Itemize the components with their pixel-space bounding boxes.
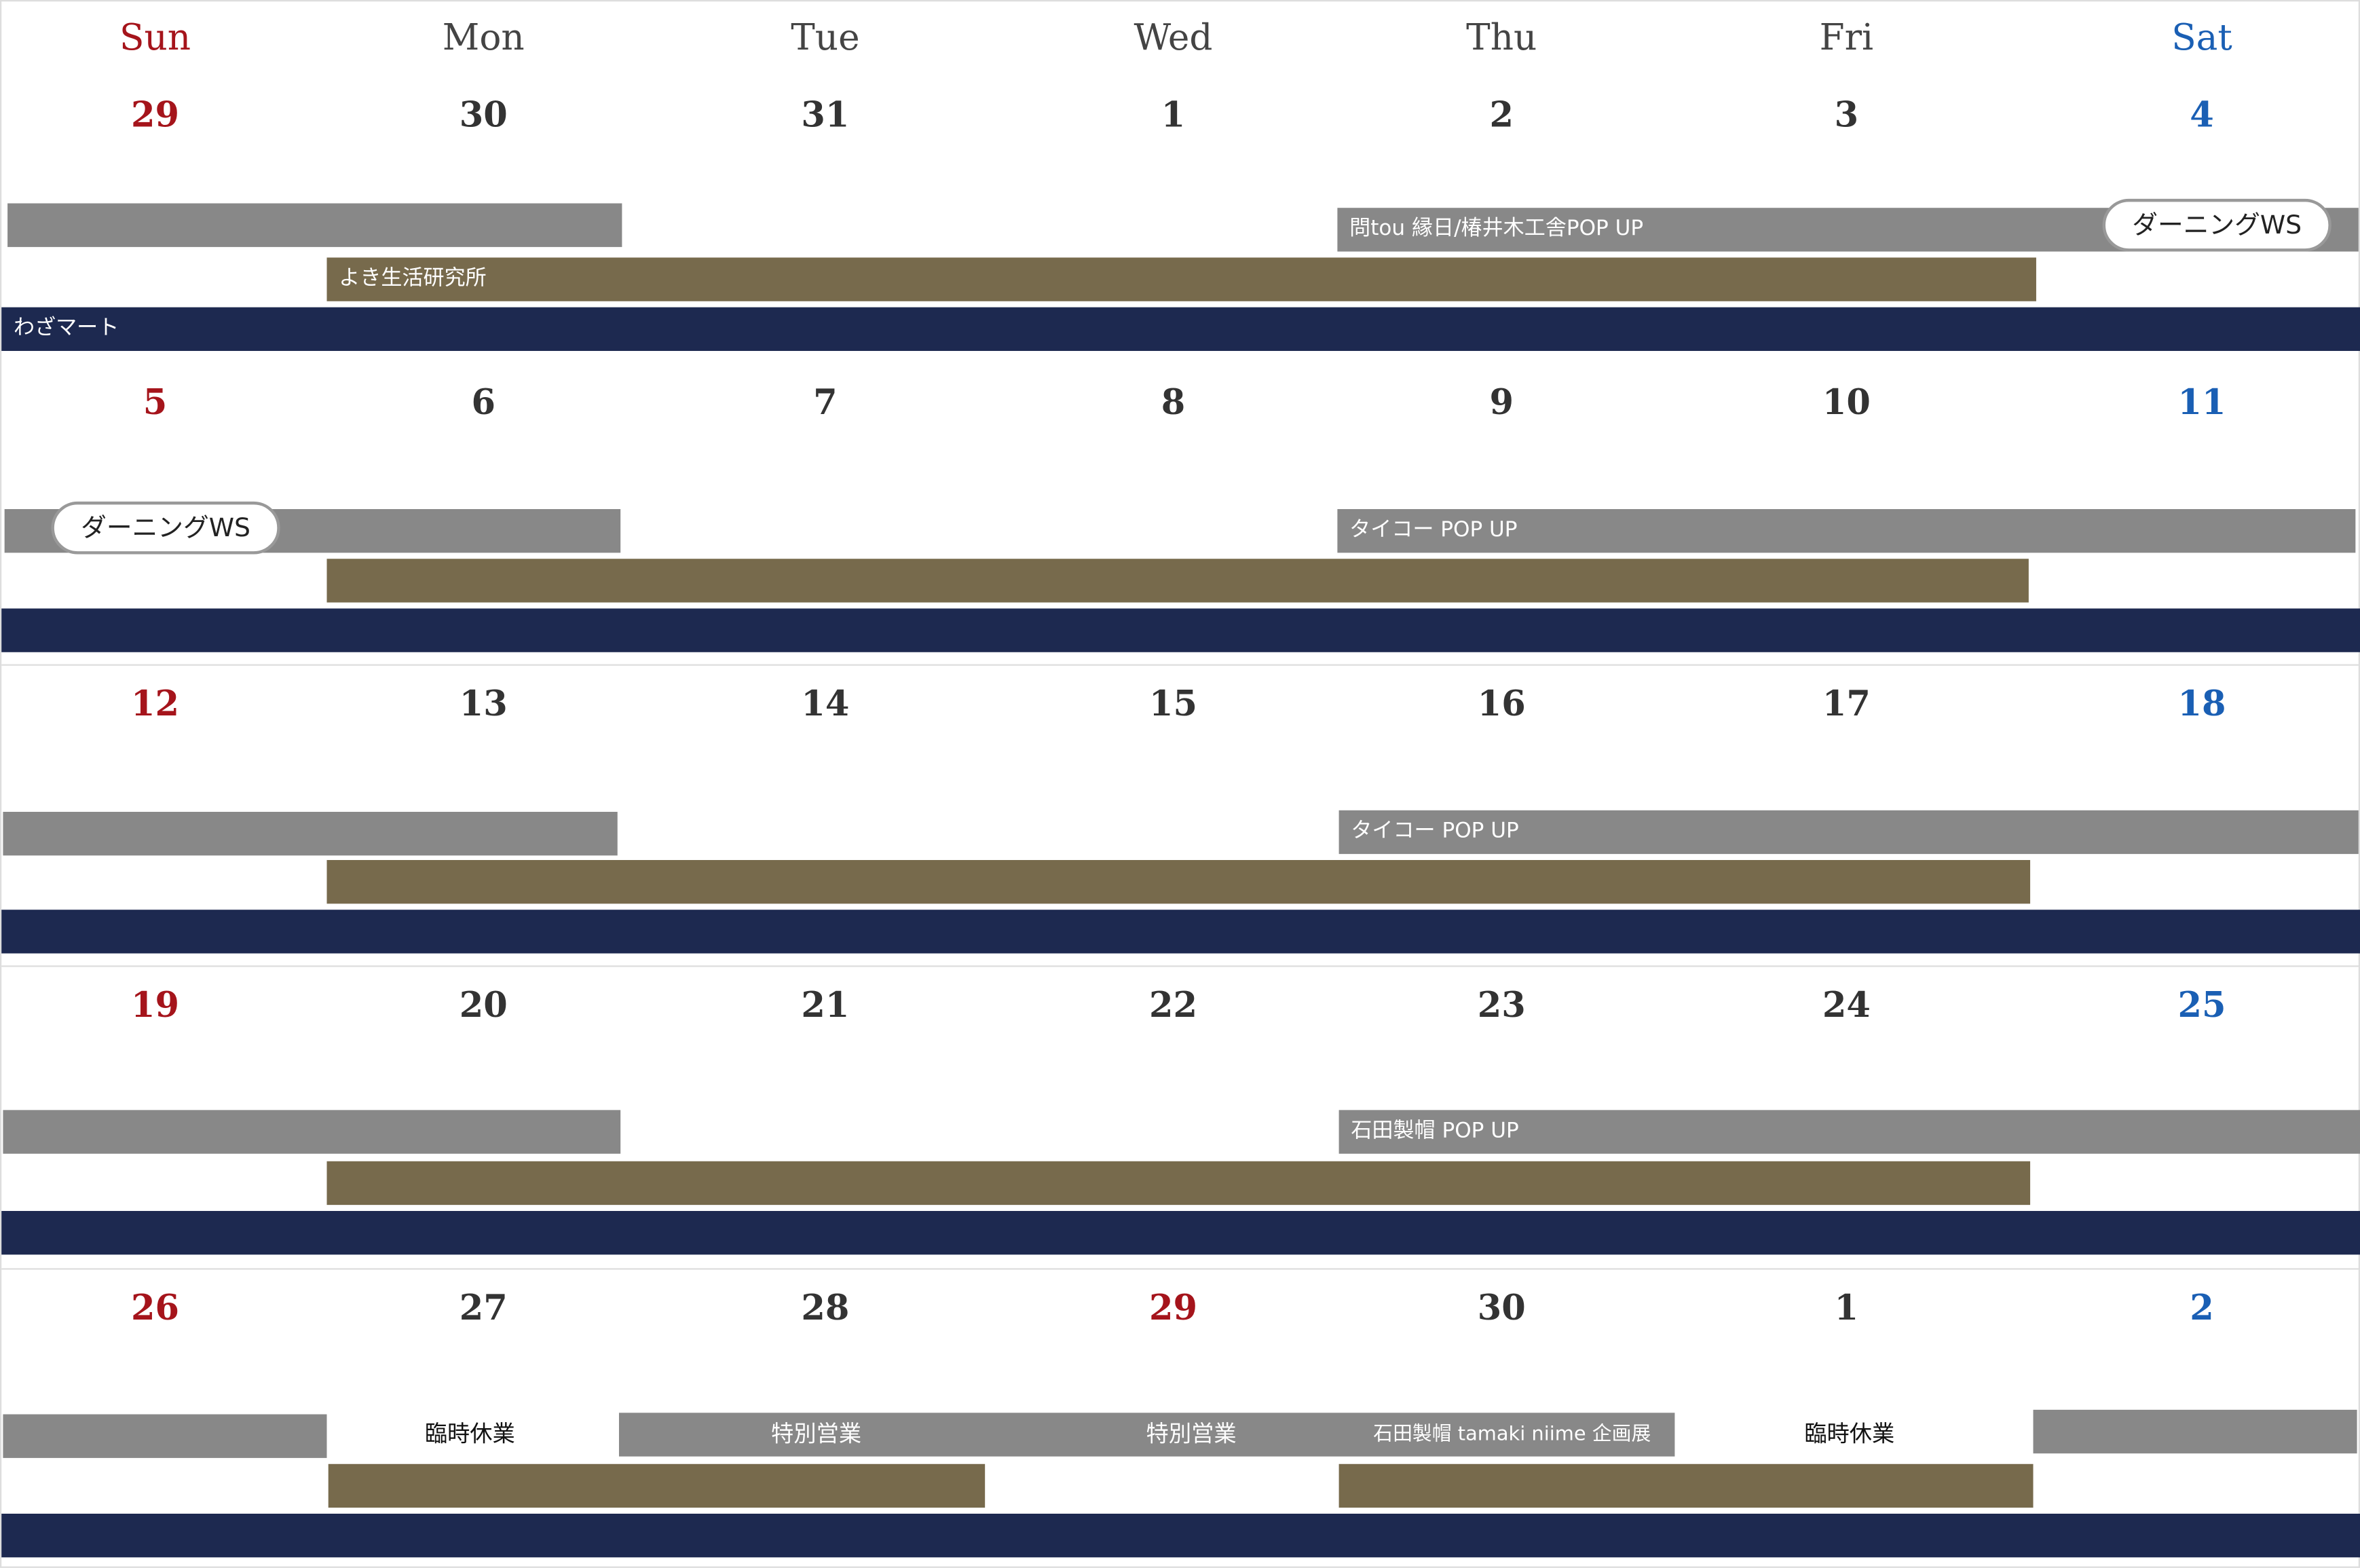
exhibition-label: 石田製帽 tamaki niime 企画展	[1373, 1423, 1651, 1446]
event-bar[interactable]	[7, 203, 622, 247]
special-open-label: 特別営業	[1146, 1420, 1237, 1448]
week-divider	[1, 664, 2360, 666]
date-cell[interactable]: 19	[131, 985, 180, 1026]
date-cell[interactable]: 4	[2190, 94, 2214, 136]
darning-ws-pill[interactable]: ダーニングWS	[51, 501, 280, 555]
event-bar[interactable]	[3, 1414, 327, 1458]
date-cell[interactable]: 29	[131, 94, 180, 136]
weekday-fri: Fri	[1819, 16, 1874, 59]
event-label: タイコー POP UP	[1349, 518, 1518, 542]
date-cell[interactable]: 11	[2177, 382, 2226, 424]
week-divider	[1, 965, 2360, 967]
event-bar-navy[interactable]	[1, 608, 2360, 652]
event-label: わざマート	[13, 316, 119, 341]
event-bar-olive[interactable]	[1338, 1463, 2034, 1508]
event-bar-navy[interactable]	[1, 1513, 2360, 1558]
weekday-thu: Thu	[1466, 16, 1537, 59]
date-cell[interactable]: 31	[801, 94, 850, 136]
event-bar[interactable]	[2033, 1409, 2357, 1454]
date-cell[interactable]: 14	[801, 684, 850, 725]
date-cell[interactable]: 5	[143, 382, 168, 424]
weekday-sat: Sat	[2171, 16, 2232, 59]
date-cell[interactable]: 30	[459, 94, 508, 136]
event-label: よき生活研究所	[339, 266, 487, 291]
event-bar[interactable]	[3, 1110, 621, 1154]
event-bar-navy[interactable]	[1, 910, 2360, 954]
date-cell[interactable]: 1	[1161, 94, 1186, 136]
date-cell[interactable]: 16	[1477, 684, 1526, 725]
event-label: タイコー POP UP	[1351, 819, 1519, 844]
weekday-mon: Mon	[442, 16, 525, 59]
date-cell[interactable]: 20	[459, 985, 508, 1026]
date-cell[interactable]: 13	[459, 684, 508, 725]
closed-label: 臨時休業	[1804, 1420, 1895, 1448]
event-bar-navy[interactable]: わざマート	[1, 307, 2360, 352]
date-cell[interactable]: 24	[1822, 985, 1871, 1026]
week-divider	[1, 1268, 2360, 1270]
date-cell[interactable]: 9	[1489, 382, 1514, 424]
date-cell[interactable]: 21	[801, 985, 850, 1026]
date-cell[interactable]: 28	[801, 1288, 850, 1329]
date-cell[interactable]: 7	[813, 382, 838, 424]
event-bar-olive[interactable]	[326, 859, 2031, 904]
event-label: 石田製帽 POP UP	[1351, 1119, 1519, 1144]
closed-label: 臨時休業	[424, 1420, 515, 1448]
date-cell[interactable]: 23	[1477, 985, 1526, 1026]
date-cell[interactable]: 25	[2177, 985, 2226, 1026]
date-cell[interactable]: 17	[1822, 684, 1871, 725]
event-bar[interactable]	[3, 811, 618, 856]
date-cell[interactable]: 30	[1477, 1288, 1526, 1329]
event-bar-popup[interactable]: タイコー POP UP	[1338, 810, 2359, 855]
date-cell[interactable]: 3	[1834, 94, 1859, 136]
event-bar-olive[interactable]	[326, 559, 2029, 603]
date-cell[interactable]: 29	[1148, 1288, 1198, 1329]
weekday-wed: Wed	[1134, 16, 1213, 59]
date-cell[interactable]: 26	[131, 1288, 180, 1329]
event-bar-navy[interactable]	[1, 1210, 2360, 1255]
date-cell[interactable]: 12	[131, 684, 180, 725]
date-cell[interactable]: 22	[1148, 985, 1198, 1026]
event-bar-popup[interactable]: 石田製帽 POP UP	[1338, 1110, 2360, 1154]
event-bar-olive[interactable]	[326, 1161, 2031, 1206]
event-bar-popup[interactable]: タイコー POP UP	[1337, 508, 2356, 553]
date-cell[interactable]: 15	[1148, 684, 1198, 725]
date-cell[interactable]: 18	[2177, 684, 2226, 725]
date-cell[interactable]: 1	[1834, 1288, 1859, 1329]
date-cell[interactable]: 6	[471, 382, 496, 424]
date-cell[interactable]: 10	[1822, 382, 1871, 424]
event-bar-special[interactable]	[618, 1413, 1675, 1457]
event-bar-olive[interactable]	[328, 1463, 986, 1508]
weekday-tue: Tue	[791, 16, 860, 59]
event-bar-olive[interactable]: よき生活研究所	[326, 257, 2036, 301]
darning-ws-pill[interactable]: ダーニングWS	[2102, 198, 2331, 252]
date-cell[interactable]: 2	[2190, 1288, 2214, 1329]
date-cell[interactable]: 27	[459, 1288, 508, 1329]
date-cell[interactable]: 2	[1489, 94, 1514, 136]
special-open-label: 特別営業	[771, 1420, 862, 1448]
weekday-sun: Sun	[119, 16, 191, 59]
event-label: 問tou 縁日/椿井木工舎POP UP	[1349, 217, 1644, 242]
date-cell[interactable]: 8	[1161, 382, 1186, 424]
